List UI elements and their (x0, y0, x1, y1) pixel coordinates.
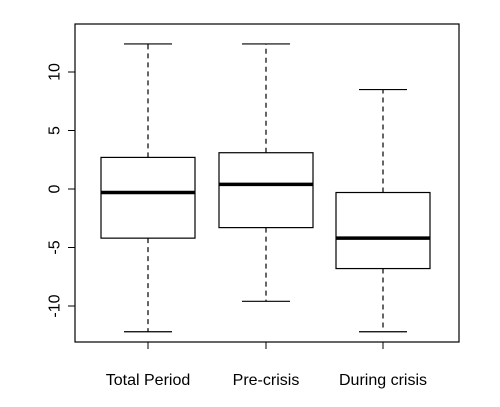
y-axis: -10 -5 0 5 10 (47, 63, 76, 318)
x-category-label: During crisis (339, 372, 427, 389)
box-3 (335, 88, 431, 333)
x-axis: Total Period Pre-crisis During crisis (106, 341, 427, 389)
y-tick-label: 10 (47, 63, 64, 81)
box-2 (218, 43, 314, 302)
y-tick-label: -5 (47, 240, 64, 254)
iqr-box (335, 191, 431, 270)
y-tick-label: 5 (47, 126, 64, 135)
iqr-box (100, 156, 196, 239)
x-category-label: Pre-crisis (233, 372, 300, 389)
x-category-label: Total Period (106, 372, 191, 389)
y-tick-label: -10 (47, 294, 64, 317)
y-tick-label: 0 (47, 184, 64, 193)
boxes-group (100, 43, 431, 333)
box-1 (100, 43, 196, 333)
iqr-box (218, 152, 314, 229)
